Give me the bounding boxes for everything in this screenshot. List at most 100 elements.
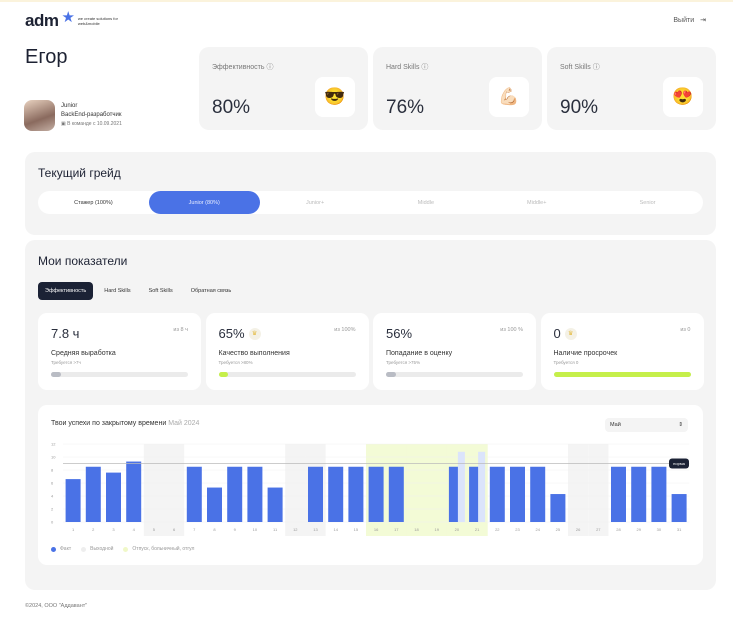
progress-fill bbox=[51, 372, 61, 377]
x-tick-label: 21 bbox=[475, 527, 480, 532]
bar bbox=[388, 466, 404, 522]
bar bbox=[368, 466, 384, 522]
bar bbox=[457, 451, 465, 522]
x-tick-label: 8 bbox=[213, 527, 216, 532]
x-tick-label: 23 bbox=[515, 527, 520, 532]
grade-level: Middle bbox=[417, 199, 434, 206]
x-tick-label: 11 bbox=[273, 527, 278, 532]
stat-card: Soft Skills ⓘ 90% 😍 bbox=[547, 47, 716, 130]
logo[interactable]: adm ★ we create solutions for web&mobile bbox=[25, 9, 118, 30]
crown-icon: ♛ bbox=[248, 327, 261, 340]
vacation-band bbox=[426, 444, 448, 536]
bar bbox=[186, 466, 202, 522]
emoji-icon: 😎 bbox=[315, 77, 355, 117]
grade-section: Текущий грейд Стажер (100%) Junior (80%) J… bbox=[25, 152, 716, 235]
x-tick-label: 13 bbox=[313, 527, 318, 532]
x-tick-label: 14 bbox=[333, 527, 338, 532]
y-tick-label: 10 bbox=[51, 455, 56, 460]
x-tick-label: 19 bbox=[434, 527, 439, 532]
bar bbox=[267, 487, 283, 522]
y-tick-label: 8 bbox=[51, 468, 54, 473]
logout-button[interactable]: Выйти ⇥ bbox=[673, 16, 706, 25]
x-tick-label: 16 bbox=[374, 527, 379, 532]
norm-label: норма bbox=[673, 461, 685, 466]
grade-level: Junior (80%) bbox=[148, 191, 260, 214]
bar bbox=[611, 466, 626, 522]
x-tick-label: 4 bbox=[133, 527, 136, 532]
bar bbox=[550, 494, 566, 522]
bar bbox=[126, 461, 142, 522]
x-tick-label: 6 bbox=[173, 527, 176, 532]
star-icon: ★ bbox=[61, 9, 75, 26]
metric-card: 65% ♛ из 100% Качество выполнения Требует… bbox=[205, 313, 369, 390]
emoji-icon: 💪🏻 bbox=[489, 77, 529, 117]
grade-level: Senior bbox=[639, 199, 656, 206]
tab[interactable]: Soft Skills bbox=[148, 288, 173, 294]
x-tick-label: 17 bbox=[394, 527, 399, 532]
bar bbox=[247, 466, 263, 522]
legend: Факт Выходной Отпуск, больничный, отгул bbox=[51, 546, 194, 552]
bar bbox=[651, 466, 667, 522]
user-name: Егор bbox=[25, 46, 68, 68]
x-tick-label: 31 bbox=[677, 527, 682, 532]
footer: ©2024, ООО "Аддавант" bbox=[25, 603, 88, 609]
progress-fill bbox=[553, 372, 691, 377]
y-tick-label: 2 bbox=[51, 507, 54, 512]
weekend-band bbox=[164, 444, 185, 536]
info-icon[interactable]: ⓘ bbox=[592, 64, 600, 71]
month-select[interactable]: Май ⇕ bbox=[605, 418, 688, 432]
bar bbox=[489, 466, 505, 522]
section-title: Мои показатели bbox=[38, 254, 128, 268]
bar bbox=[671, 494, 687, 522]
bar bbox=[478, 451, 486, 522]
tab[interactable]: Hard Skills bbox=[104, 288, 131, 294]
calendar-icon: ▣ bbox=[61, 121, 68, 127]
grade-level: Стажер (100%) bbox=[74, 199, 113, 206]
indicators-section: Мои показатели Эффективность Hard Skills S… bbox=[25, 240, 716, 590]
weekend-band bbox=[285, 444, 306, 536]
x-tick-label: 25 bbox=[556, 527, 561, 532]
x-tick-label: 15 bbox=[354, 527, 359, 532]
y-tick-label: 4 bbox=[51, 494, 54, 499]
tab[interactable]: Обратная связь bbox=[190, 288, 232, 294]
bar bbox=[308, 466, 323, 522]
x-tick-label: 30 bbox=[657, 527, 662, 532]
chevron-updown-icon: ⇕ bbox=[678, 422, 683, 428]
bar bbox=[85, 466, 101, 522]
progress-bar bbox=[553, 372, 691, 377]
progress-fill bbox=[386, 372, 396, 377]
bar bbox=[328, 466, 344, 522]
stat-card: Эффективность ⓘ 80% 😎 bbox=[199, 47, 368, 130]
section-title: Текущий грейд bbox=[38, 166, 121, 180]
bar bbox=[65, 479, 81, 522]
chart-title: Твои успехи по закрытому времени Май 202… bbox=[51, 420, 200, 427]
legend-fact: Факт bbox=[51, 546, 71, 552]
weekend-band bbox=[588, 444, 609, 536]
x-tick-label: 27 bbox=[596, 527, 601, 532]
emoji-icon: 😍 bbox=[663, 77, 703, 117]
x-tick-label: 20 bbox=[455, 527, 460, 532]
x-tick-label: 18 bbox=[414, 527, 419, 532]
legend-vacation: Отпуск, больничный, отгул bbox=[123, 546, 194, 552]
bar bbox=[207, 487, 222, 522]
chart-card: Твои успехи по закрытому времени Май 202… bbox=[38, 405, 703, 565]
x-tick-label: 3 bbox=[112, 527, 115, 532]
bar bbox=[510, 466, 525, 522]
tab[interactable]: Эффективность bbox=[38, 282, 94, 300]
grade-level: Middle+ bbox=[527, 199, 547, 206]
x-tick-label: 22 bbox=[495, 527, 500, 532]
avatar bbox=[24, 100, 55, 131]
x-tick-label: 2 bbox=[92, 527, 95, 532]
y-tick-label: 12 bbox=[51, 442, 56, 447]
x-tick-label: 26 bbox=[576, 527, 581, 532]
metric-card: 56% из 100 % Попадание в оценку Требуетс… bbox=[373, 313, 536, 390]
bar bbox=[530, 466, 546, 522]
progress-bar bbox=[386, 372, 523, 377]
info-icon[interactable]: ⓘ bbox=[421, 64, 429, 71]
x-tick-label: 7 bbox=[193, 527, 196, 532]
stat-card: Hard Skills ⓘ 76% 💪🏻 bbox=[373, 47, 542, 130]
progress-bar bbox=[51, 372, 188, 377]
info-icon[interactable]: ⓘ bbox=[266, 64, 274, 71]
weekend-band bbox=[143, 444, 164, 536]
